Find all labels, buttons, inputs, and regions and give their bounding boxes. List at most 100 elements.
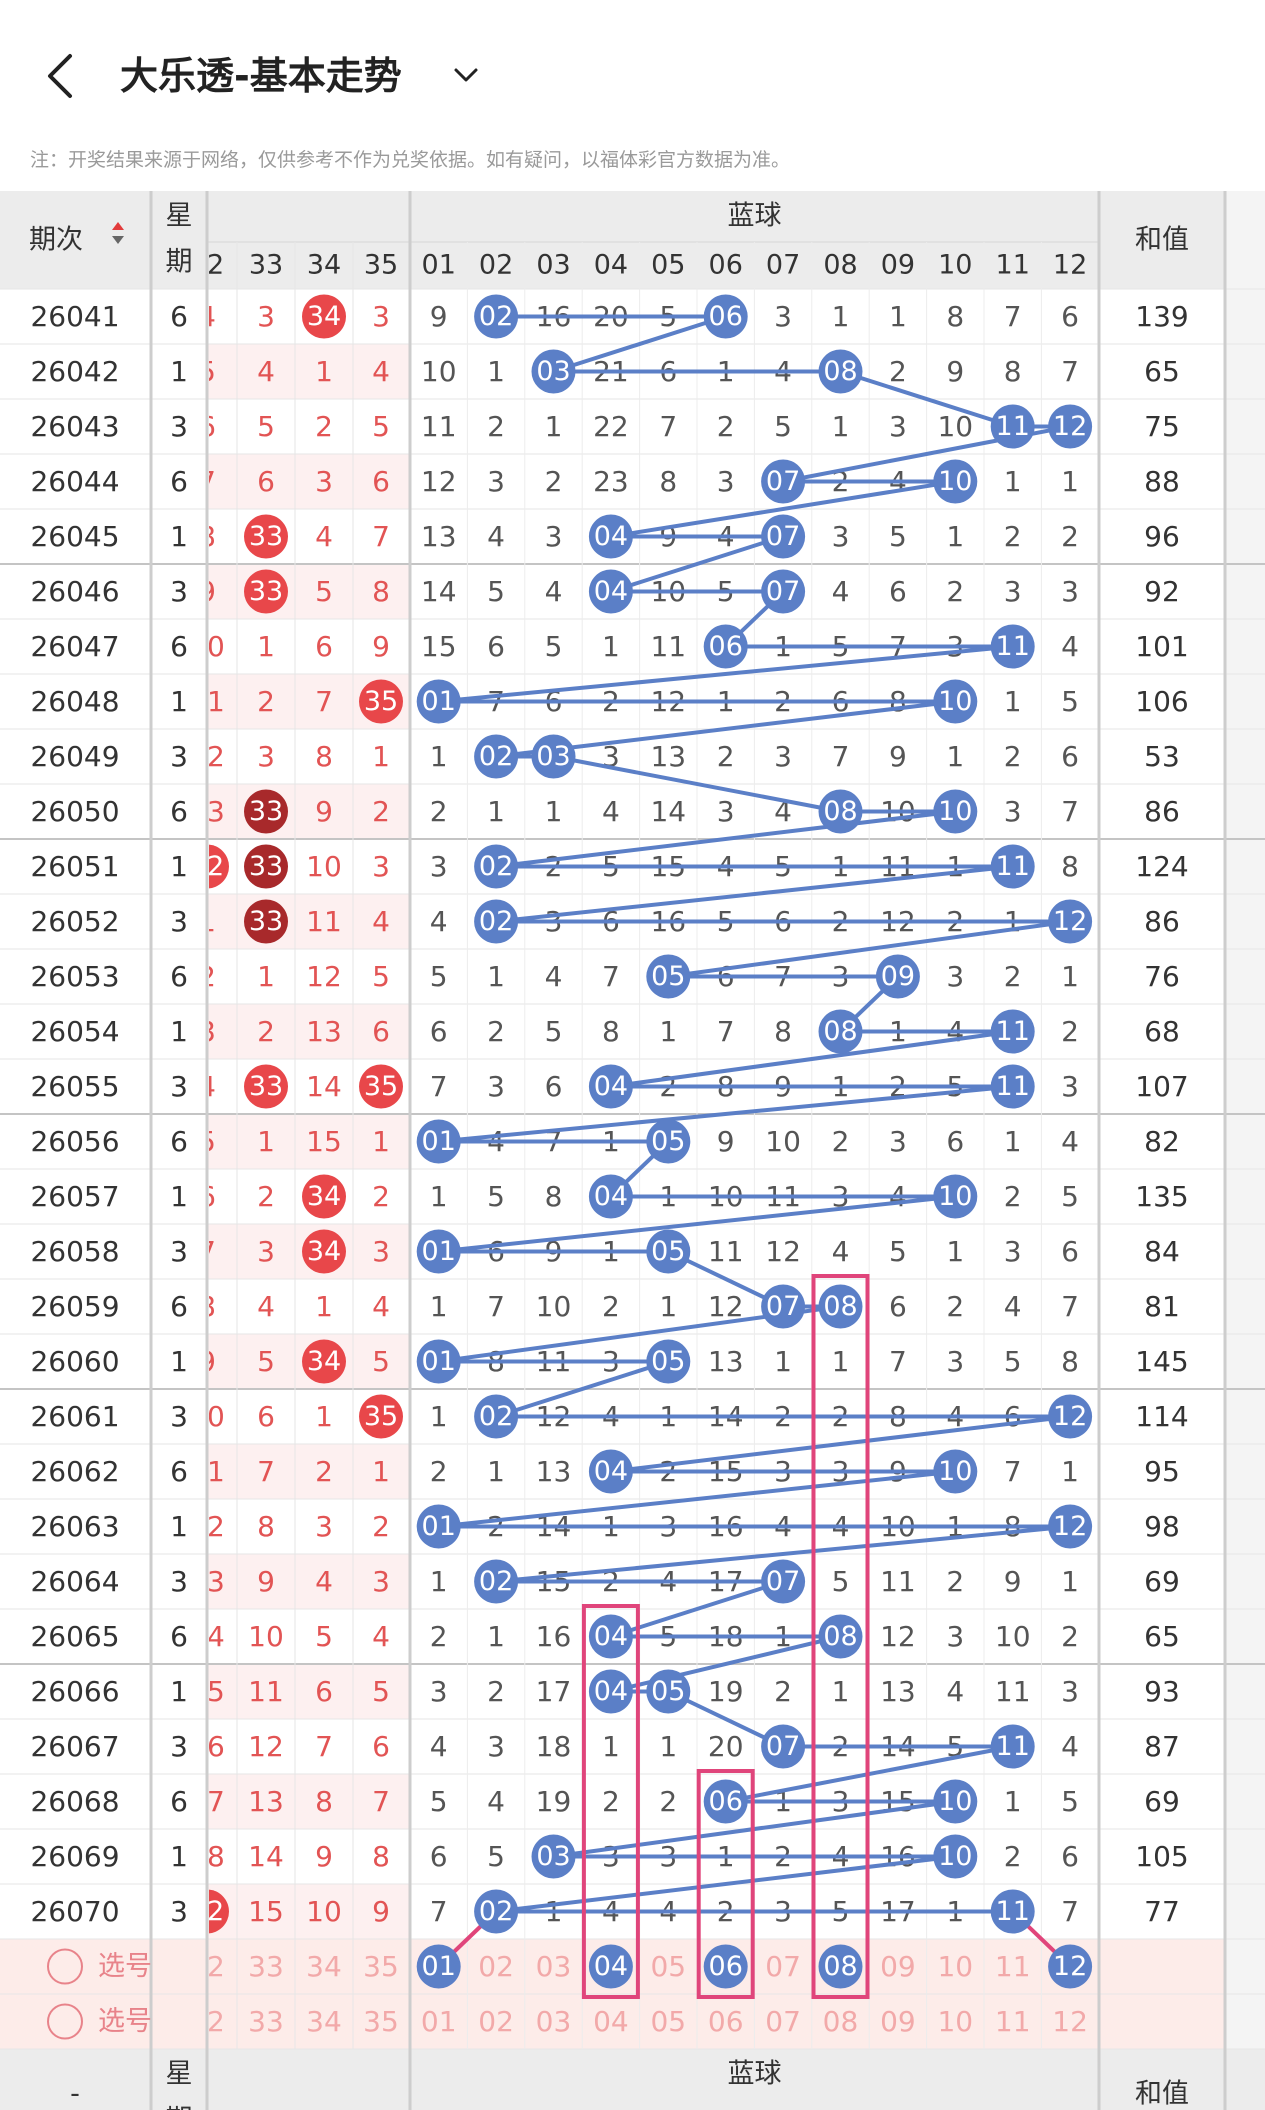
top-bar (0, 0, 1265, 191)
cell: 3 (198, 1015, 216, 1048)
cell: 12 (765, 1235, 801, 1268)
trend-line (495, 809, 956, 869)
cell: 08 (823, 2005, 859, 2038)
cell: 5 (1004, 1345, 1022, 1378)
ball-number: 05 (651, 1346, 685, 1377)
ball-number: 02 (479, 1401, 513, 1432)
select-toggle[interactable] (47, 1948, 83, 1985)
ball (761, 1559, 806, 1604)
cell: 5 (487, 575, 505, 608)
cell: 11 (189, 1455, 225, 1488)
cell: 1 (1061, 465, 1079, 498)
cell: 03 (536, 1950, 572, 1983)
column-header: 02 (479, 250, 513, 281)
ball (761, 1724, 806, 1769)
cell: 1 (659, 1290, 677, 1323)
ball (588, 1174, 633, 1219)
weekday: 6 (170, 795, 188, 828)
cell: 3 (1061, 1070, 1079, 1103)
ball-number: 01 (422, 1951, 456, 1982)
cell: 7 (257, 1455, 275, 1488)
cell: 6 (946, 1125, 964, 1158)
column-header: 12 (1053, 250, 1087, 281)
cell: 10 (536, 1290, 572, 1323)
sum-value: 139 (1135, 300, 1188, 333)
weekday: 3 (170, 575, 188, 608)
cell: 9 (315, 1840, 333, 1873)
cell: 8 (372, 1840, 390, 1873)
cell: 2 (315, 410, 333, 443)
cell: 5 (889, 520, 907, 553)
ball (302, 1174, 346, 1219)
ball-number: 10 (938, 466, 972, 497)
ball-number: 10 (938, 1841, 972, 1872)
cell: 2 (430, 795, 448, 828)
cell: 1 (315, 1400, 333, 1433)
cell: 9 (717, 1125, 735, 1158)
cell: 5 (430, 1785, 448, 1818)
issue-number: 26053 (30, 960, 119, 993)
ball-number: 11 (996, 631, 1030, 662)
ball-number: 08 (823, 796, 857, 827)
select-toggle[interactable] (47, 2003, 83, 2040)
ball-number: 09 (881, 961, 915, 992)
cell: 3 (946, 1345, 964, 1378)
cell: 2 (946, 575, 964, 608)
cell: 2 (889, 355, 907, 388)
sort-down (112, 236, 124, 244)
ball-number: 33 (249, 796, 283, 827)
ball (416, 679, 461, 724)
ball-number: 01 (422, 1126, 456, 1157)
trend-line (610, 479, 956, 539)
cell: 3 (889, 410, 907, 443)
issue-number: 26051 (30, 850, 119, 883)
ball-number: 04 (594, 1676, 628, 1707)
cell: 7 (198, 465, 216, 498)
ball (531, 734, 576, 779)
back-button[interactable] (48, 54, 72, 98)
cell: 3 (372, 850, 390, 883)
cell: 3 (1004, 575, 1022, 608)
ball (416, 1229, 461, 1274)
cell: 7 (372, 1785, 390, 1818)
cell: 5 (372, 960, 390, 993)
sum-value: 65 (1144, 1620, 1180, 1653)
dropdown-toggle[interactable] (454, 68, 478, 82)
sort-up (112, 222, 124, 230)
cell: 1 (487, 960, 505, 993)
cell: 6 (257, 1400, 275, 1433)
weekday: 1 (170, 520, 188, 553)
cell: 13 (189, 1565, 225, 1598)
ball-number: 35 (364, 686, 398, 717)
issue-number: 26045 (30, 520, 119, 553)
cell: 16 (536, 1620, 572, 1653)
highlight-frame (696, 1769, 755, 1999)
cell: 35 (363, 1950, 399, 1983)
cell: 12 (708, 1290, 744, 1323)
ball-number: 11 (996, 1731, 1030, 1762)
column-header: 期 (166, 2105, 193, 2110)
weekday: 1 (170, 1675, 188, 1708)
ball-number: 10 (938, 1786, 972, 1817)
issue-number: 26066 (30, 1675, 119, 1708)
cell: 1 (545, 410, 563, 443)
cell: 2 (717, 410, 735, 443)
ball (474, 734, 519, 779)
ball-number: 07 (766, 1291, 800, 1322)
cell: 6 (1061, 740, 1079, 773)
cell: 8 (198, 1290, 216, 1323)
ball (588, 1669, 633, 1714)
ball (646, 954, 691, 999)
ball (818, 349, 863, 394)
cell: 11 (708, 1235, 744, 1268)
header-background (0, 191, 1265, 289)
cell: 2 (602, 1785, 620, 1818)
ball-number: 02 (479, 851, 513, 882)
ball-number: 32 (190, 851, 224, 882)
cell: 1 (1004, 685, 1022, 718)
select-label: 选号 (98, 2006, 152, 2037)
cell: 3 (717, 465, 735, 498)
cell: 12 (421, 465, 457, 498)
cell: 16 (189, 1730, 225, 1763)
weekday: 6 (170, 630, 188, 663)
